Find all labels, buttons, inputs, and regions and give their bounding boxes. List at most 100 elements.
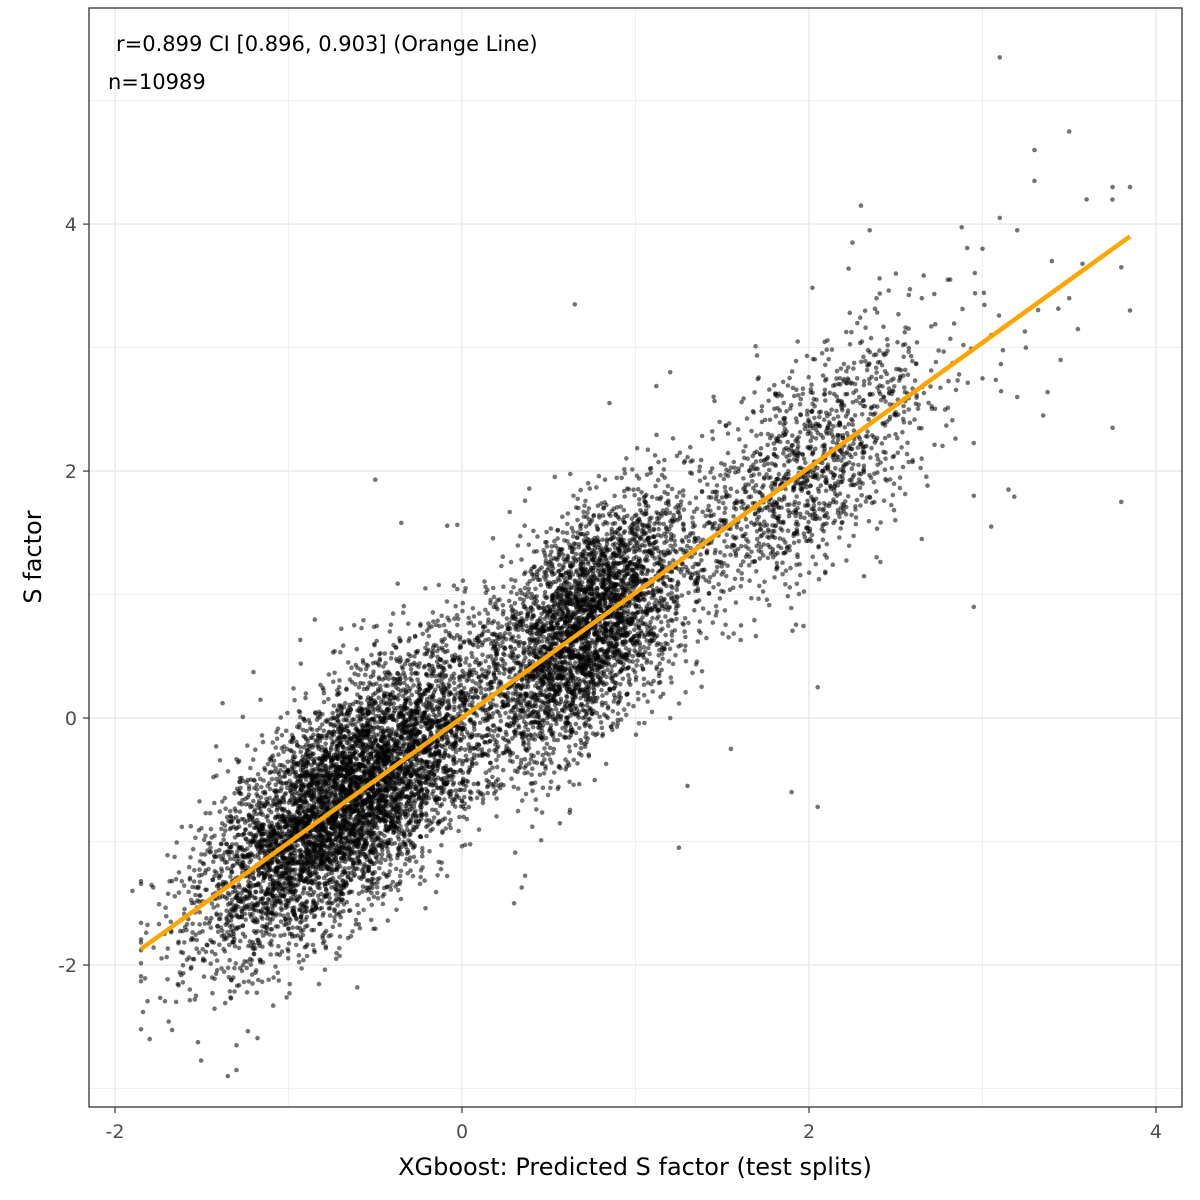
data-point <box>567 749 573 754</box>
data-point <box>573 730 579 736</box>
data-point <box>781 400 786 406</box>
data-point <box>698 457 704 463</box>
data-point <box>415 677 420 682</box>
data-point <box>221 837 226 842</box>
data-point <box>788 565 793 571</box>
data-point <box>242 848 248 853</box>
data-point <box>190 884 195 890</box>
data-point <box>724 532 730 538</box>
data-point <box>196 950 202 955</box>
data-point <box>610 709 616 714</box>
data-point <box>238 938 243 944</box>
data-point <box>716 505 721 511</box>
data-point <box>474 657 479 662</box>
data-point <box>541 548 546 553</box>
data-point <box>681 507 687 512</box>
data-point <box>375 890 380 896</box>
data-point <box>766 398 771 404</box>
data-point <box>1035 307 1041 313</box>
data-point <box>712 398 717 404</box>
data-point <box>650 615 655 621</box>
data-point <box>667 646 673 652</box>
data-point <box>706 503 711 509</box>
data-point <box>959 225 964 230</box>
data-point <box>405 871 411 876</box>
data-point <box>494 757 499 763</box>
data-point <box>632 627 637 633</box>
data-point <box>785 528 791 533</box>
data-point <box>810 554 815 560</box>
data-point <box>632 492 637 498</box>
data-point <box>731 459 737 465</box>
data-point <box>769 461 775 466</box>
data-point <box>998 388 1004 394</box>
data-point <box>259 733 265 738</box>
data-point <box>503 710 508 716</box>
data-point <box>251 798 256 804</box>
data-point <box>360 658 366 663</box>
data-point <box>517 533 523 539</box>
data-point <box>912 417 917 422</box>
data-point <box>278 933 284 938</box>
data-point <box>540 752 545 758</box>
data-point <box>919 456 924 461</box>
data-point <box>883 456 888 462</box>
data-point <box>571 757 577 763</box>
data-point <box>837 514 842 520</box>
data-point <box>602 477 608 483</box>
data-point <box>329 735 334 741</box>
data-point <box>697 468 702 474</box>
data-point <box>471 614 477 619</box>
data-point <box>734 489 740 495</box>
data-point <box>194 946 199 951</box>
data-point <box>452 687 458 692</box>
data-point <box>555 737 561 743</box>
data-point <box>142 976 148 981</box>
data-point <box>487 760 493 766</box>
data-point <box>485 790 491 796</box>
data-point <box>660 691 666 697</box>
data-point <box>630 467 635 472</box>
data-point <box>683 690 688 695</box>
data-point <box>776 543 781 549</box>
data-point <box>545 595 550 600</box>
data-point <box>439 842 444 848</box>
data-point <box>519 885 524 890</box>
data-point <box>221 969 227 974</box>
data-point <box>323 741 329 746</box>
data-point <box>739 576 745 582</box>
data-point <box>509 577 514 582</box>
data-point <box>734 525 740 530</box>
data-point <box>424 671 429 677</box>
data-point <box>603 761 609 767</box>
data-point <box>796 465 802 471</box>
data-point <box>455 622 460 628</box>
data-point <box>627 677 632 682</box>
data-point <box>711 585 716 590</box>
data-point <box>802 426 808 432</box>
data-point <box>286 916 292 921</box>
data-point <box>538 838 544 843</box>
data-point <box>267 780 272 786</box>
data-point <box>762 476 767 481</box>
data-point <box>746 563 752 568</box>
data-point <box>603 700 608 706</box>
data-point <box>680 621 685 626</box>
data-point <box>270 1003 276 1008</box>
data-point <box>833 465 838 471</box>
data-point <box>491 594 497 600</box>
data-point <box>950 418 955 423</box>
data-point <box>542 746 547 751</box>
scatter-points <box>130 55 1133 1079</box>
data-point <box>193 993 199 999</box>
data-point <box>408 666 414 672</box>
data-point <box>460 668 465 674</box>
data-point <box>511 584 516 590</box>
data-point <box>519 757 524 763</box>
data-point <box>447 822 452 827</box>
data-point <box>233 961 239 966</box>
data-point <box>458 804 464 809</box>
data-point <box>442 667 447 673</box>
data-point <box>138 920 144 926</box>
